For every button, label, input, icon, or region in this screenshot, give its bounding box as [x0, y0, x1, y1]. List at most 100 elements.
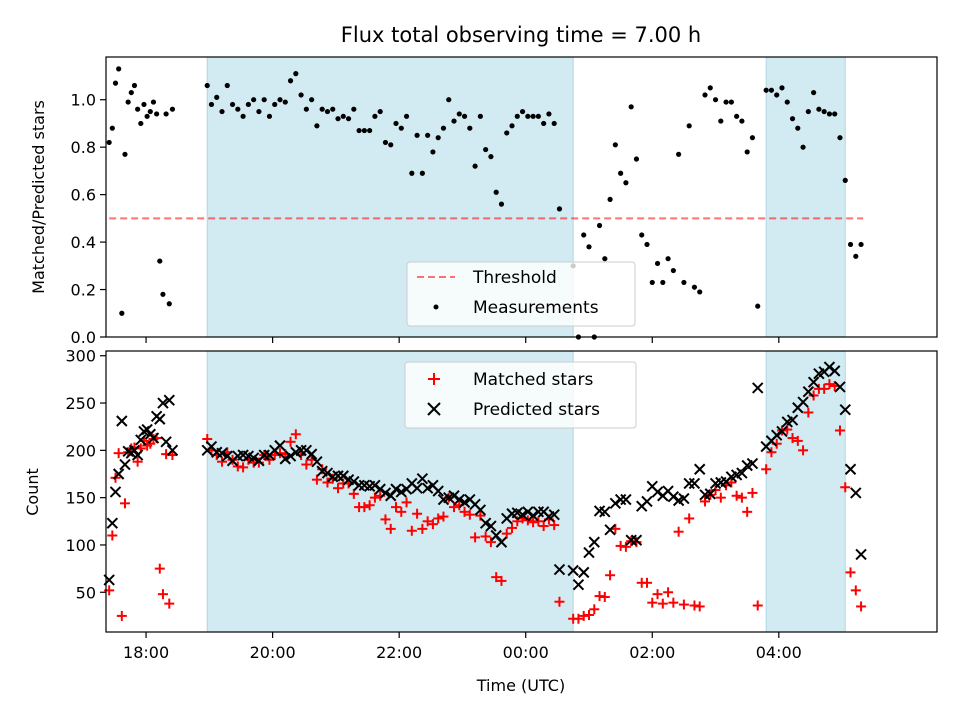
matched-star-point [391, 502, 402, 513]
measurement-point [744, 149, 750, 155]
measurement-point [403, 113, 410, 119]
predicted-star-point [474, 504, 487, 516]
predicted-star-point [599, 506, 611, 518]
count-plot-frame [105, 350, 938, 633]
predicted-star-point [850, 487, 862, 499]
measurement-point [639, 232, 645, 238]
count-y-tick-label: 150 [65, 489, 96, 508]
matched-star-point [694, 601, 705, 612]
matched-star-point [301, 459, 312, 470]
matched-star-point [406, 525, 417, 536]
predicted-star-point [770, 429, 783, 441]
predicted-star-point [119, 458, 131, 471]
measurement-point [768, 87, 775, 93]
measurement-point [811, 89, 817, 96]
predicted-star-point [522, 506, 534, 518]
predicted-star-point [694, 463, 706, 475]
matched-star-point [380, 514, 391, 525]
measurement-point [461, 113, 468, 119]
measurement-point [702, 92, 708, 98]
count-x-axis: 18:00 20:00 22:00 00:00 02:00 04:00 [123, 632, 802, 662]
predicted-star-point [300, 444, 313, 457]
matched-star-point [657, 598, 668, 609]
ratio-shaded-intervals [206, 56, 846, 338]
measurement-point [670, 267, 676, 274]
predicted-star-point [807, 376, 820, 388]
matched-star-point [119, 498, 130, 509]
predicted-star-point [855, 548, 867, 561]
measurement-point [842, 177, 848, 183]
predicted-star-point [432, 485, 444, 497]
measurement-point [728, 99, 734, 105]
ratio-y-axis-label: Matched/Predicted stars [29, 100, 48, 294]
matched-star-point [663, 587, 674, 598]
matched-star-point [840, 482, 851, 493]
measurement-point [356, 127, 362, 134]
predicted-star-point [802, 385, 815, 398]
measurement-point [166, 301, 172, 307]
matched-star-point [747, 487, 758, 498]
predicted-star-point [786, 414, 799, 426]
measurement-point [293, 71, 299, 77]
predicted-star-point [797, 396, 809, 408]
predicted-star-point [453, 493, 465, 506]
measurement-point [837, 135, 843, 141]
predicted-star-point [844, 463, 857, 475]
measurement-point [377, 108, 383, 115]
measurement-point [612, 142, 618, 148]
matched-star-point [459, 506, 470, 517]
measurement-point [388, 142, 394, 148]
matched-star-point [412, 508, 423, 519]
chart-title: Flux total observing time = 7.00 h [341, 23, 701, 47]
measurement-point [472, 163, 478, 169]
measurement-point [351, 106, 357, 112]
predicted-star-point [337, 470, 349, 482]
predicted-star-point [216, 447, 228, 459]
measurement-point [821, 108, 827, 115]
measurement-point [235, 106, 241, 112]
measurement-point [309, 97, 315, 103]
predicted-star-point [147, 432, 160, 444]
matched-legend-swatch [428, 373, 440, 385]
count-y-axis-label: Count [23, 468, 42, 516]
measurement-point [138, 120, 144, 127]
predicted-star-point [572, 578, 585, 591]
measurement-point [498, 201, 505, 207]
x-tick-label: 02:00 [629, 643, 675, 662]
matched-star-point [766, 447, 777, 458]
matched-star-point [589, 604, 600, 615]
measurement-point [229, 101, 236, 108]
measurement-point [739, 118, 745, 124]
measurement-point [832, 111, 838, 117]
matched-star-point [808, 390, 819, 401]
count-panel: 50 100 150 200 250 300 18:00 20:00 22:00 00:00 02… [23, 347, 938, 695]
predicted-star-point [683, 477, 695, 490]
measurement-point [154, 111, 160, 117]
measurement-point [784, 99, 790, 105]
predicted-star-point [604, 524, 616, 536]
measurement-point [755, 303, 761, 309]
matched-star-point [850, 585, 861, 596]
matched-star-point [641, 577, 652, 588]
predicted-star-point [620, 493, 632, 506]
measurement-point [644, 241, 650, 248]
measurement-point [686, 123, 692, 129]
ratio-x-ticks [145, 337, 780, 343]
matched-star-point [522, 515, 533, 526]
measurement-point [261, 97, 267, 103]
measurement-point [393, 120, 399, 127]
matched-star-point [761, 464, 772, 475]
measurement-point [330, 106, 336, 112]
matched-star-point [684, 513, 695, 524]
predicted-star-point [746, 457, 759, 470]
measurement-point [282, 99, 288, 105]
measurement-point [245, 101, 251, 108]
matched-star-point [736, 492, 747, 503]
matched-star-point [470, 532, 481, 543]
measurement-point [749, 135, 756, 141]
matched-star-point [803, 407, 814, 418]
matched-star-point [401, 497, 412, 508]
count-y-tick-label: 250 [65, 394, 96, 413]
matched-star-point [678, 599, 689, 610]
measurement-point [551, 120, 557, 127]
